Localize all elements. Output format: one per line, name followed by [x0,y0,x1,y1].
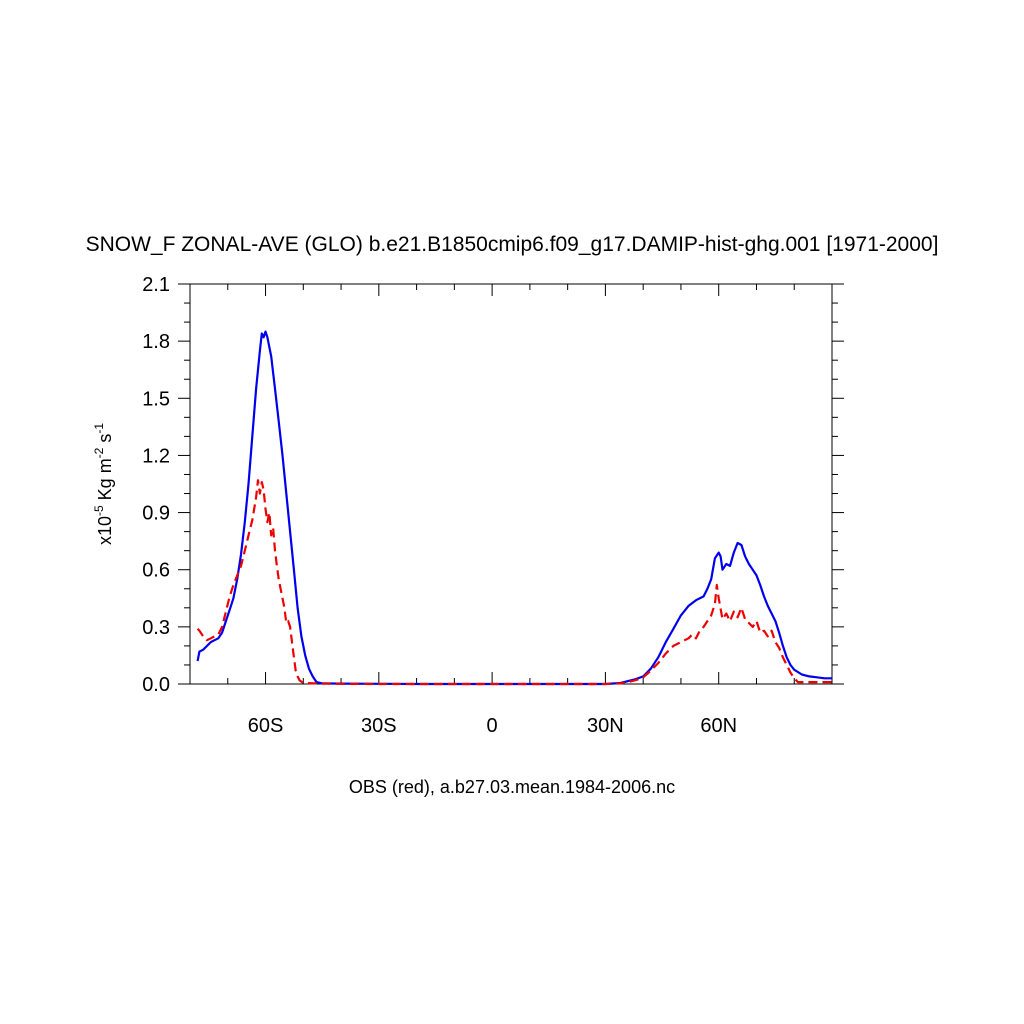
chart-title: SNOW_F ZONAL-AVE (GLO) b.e21.B1850cmip6.… [86,233,939,256]
y-tick-label: 0.6 [142,560,170,582]
x-tick-label: 0 [487,715,498,737]
y-label-base-exponent: -5 [92,505,106,516]
y-tick-label: 0.0 [142,674,170,696]
axis-ticks [178,283,844,685]
y-label-unit2: s [95,434,115,448]
y-label-unit1-exponent: -2 [92,447,106,458]
y-tick-label: 1.2 [142,445,170,467]
x-tick-label: 60N [700,715,737,737]
y-label-unit1: Kg m [95,458,115,505]
x-tick-label: 30N [587,715,624,737]
x-tick-label: 30S [361,715,397,737]
x-tick-label: 60S [248,715,284,737]
y-axis-label: x10-5 Kg m-2 s-1 [92,423,115,545]
y-tick-label: 2.1 [142,274,170,296]
obs-series-line [196,479,832,686]
model-series-line [196,330,832,686]
y-label-unit2-exponent: -1 [92,423,106,434]
y-tick-label: 1.8 [142,331,170,353]
y-label-base: x10 [95,516,115,545]
y-tick-label: 0.3 [142,617,170,639]
axis-tick-labels: 0.0 0.3 0.6 0.9 1.2 1.5 1.8 2.1 60S 30S 0 30N 60N [142,274,737,737]
y-tick-label: 0.9 [142,503,170,525]
data-series [196,330,832,686]
x-axis-label: OBS (red), a.b27.03.mean.1984-2006.nc [349,777,675,797]
y-tick-label: 1.5 [142,388,170,410]
